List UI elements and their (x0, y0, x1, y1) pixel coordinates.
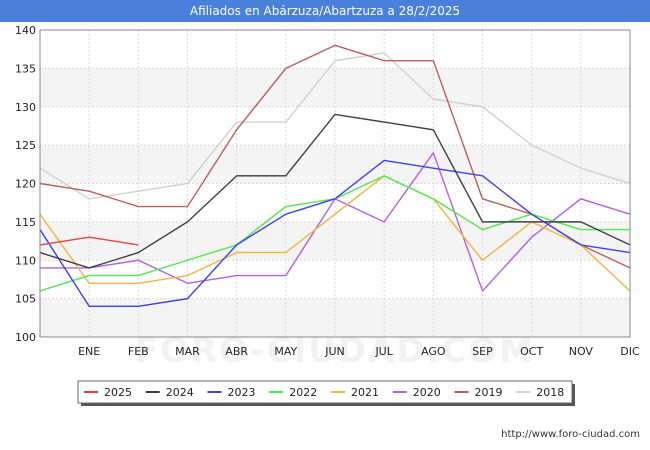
line-chart: FORO-CIUDAD.COM 100 105 110 115 120 125 130 135… (15, 24, 640, 406)
x-tick-label: OCT (520, 345, 543, 358)
x-tick-label: SEP (472, 345, 493, 358)
y-tick-label: 110 (15, 254, 36, 267)
x-axis-ticks: ENE FEB MAR ABR MAY JUN JUL AGO SEP OCT NOV DIC (78, 345, 640, 358)
y-tick-label: 140 (15, 24, 36, 37)
plot-frame (39, 29, 631, 338)
x-tick-label: NOV (569, 345, 594, 358)
x-tick-label: JUL (374, 345, 393, 358)
y-tick-label: 125 (15, 139, 36, 152)
x-tick-label: AGO (421, 345, 446, 358)
legend: 2025 2024 2023 2022 2021 2020 2019 2018 (77, 380, 575, 406)
y-axis-ticks: 100 105 110 115 120 125 130 135 140 (15, 24, 36, 344)
watermark: FORO-CIUDAD.COM (135, 331, 536, 371)
legend-label-2020: 2020 (413, 386, 441, 399)
background-band (40, 30, 630, 69)
y-tick-label: 105 (15, 293, 36, 306)
y-tick-label: 115 (15, 216, 36, 229)
series-line-2023 (39, 159, 631, 307)
legend-label-2025: 2025 (104, 386, 132, 399)
background-band (40, 221, 630, 261)
legend-label-2019: 2019 (475, 386, 503, 399)
legend-label-2022: 2022 (289, 386, 317, 399)
x-tick-label: DIC (620, 345, 640, 358)
legend-label-2021: 2021 (351, 386, 379, 399)
series-line-2018 (39, 52, 631, 200)
y-tick-label: 135 (15, 62, 36, 75)
y-tick-label: 120 (15, 178, 36, 191)
y-tick-label: 100 (15, 331, 36, 344)
x-tick-label: MAY (274, 345, 297, 358)
x-tick-label: FEB (128, 345, 149, 358)
series-line-2024 (39, 113, 631, 269)
x-tick-label: ABR (225, 345, 248, 358)
x-tick-label: JUN (324, 345, 345, 358)
series-line-2025 (39, 236, 139, 246)
y-tick-label: 130 (15, 101, 36, 114)
x-tick-label: ENE (78, 345, 100, 358)
legend-label-2018: 2018 (536, 386, 564, 399)
x-tick-label: MAR (175, 345, 200, 358)
legend-label-2024: 2024 (166, 386, 194, 399)
legend-label-2023: 2023 (228, 386, 256, 399)
footer-url[interactable]: http://www.foro-ciudad.com (501, 429, 640, 440)
legend-box (77, 380, 573, 404)
chart-title: Afiliados en Abárzuza/Abartzuza a 28/2/2… (0, 0, 650, 22)
series-lines (39, 44, 631, 307)
